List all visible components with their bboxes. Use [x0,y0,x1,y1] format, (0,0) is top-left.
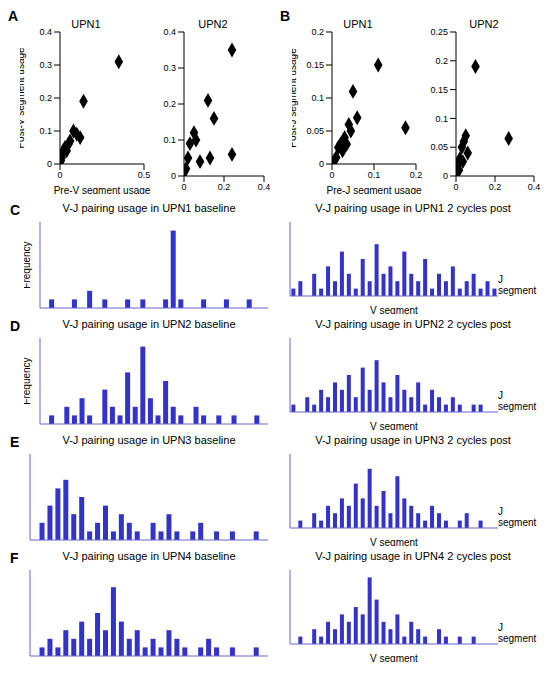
svg-text:0.3: 0.3 [39,60,52,70]
svg-text:0.2: 0.2 [489,182,502,192]
svg-text:Pre-V segment usage: Pre-V segment usage [54,185,151,194]
html-text:E: E [10,434,20,450]
svg-text:0: 0 [319,159,324,169]
html-text:UPN1: UPN1 [343,18,373,30]
svg-text:0.15: 0.15 [430,85,448,95]
svg-text:V segment: V segment [370,653,418,662]
svg-text:Frequency: Frequency [24,241,32,288]
svg-text:Pre-J segment usage: Pre-J segment usage [326,185,421,194]
html-text:V-J pairing usage in UPN4 base: V-J pairing usage in UPN4 baseline [62,550,236,562]
svg-text:0: 0 [47,159,52,169]
html-text:J segment: J segment [498,506,537,528]
svg-text:0.2: 0.2 [163,99,176,109]
svg-text:0.05: 0.05 [306,126,324,136]
svg-text:0.1: 0.1 [435,114,448,124]
svg-text:0.2: 0.2 [435,56,448,66]
html-text:J segment: J segment [498,274,537,296]
svg-text:0.4: 0.4 [39,27,52,37]
svg-text:Frequency: Frequency [24,357,32,404]
html-text:UPN2: UPN2 [198,18,228,30]
svg-text:0.2: 0.2 [39,93,52,103]
svg-text:0.15: 0.15 [306,60,324,70]
html-text:UPN1: UPN1 [71,18,101,30]
svg-text:V segment: V segment [370,537,418,546]
svg-text:0.4: 0.4 [528,182,541,192]
html-text:V-J pairing usage in UPN2 base: V-J pairing usage in UPN2 baseline [62,318,236,330]
html-text:V-J pairing usage in UPN3 base: V-J pairing usage in UPN3 baseline [62,434,236,446]
html-text:J segment: J segment [498,622,537,644]
html-text:V-J pairing usage in UPN2 2 cy: V-J pairing usage in UPN2 2 cycles post [315,318,511,330]
svg-text:Post-V segment usage: Post-V segment usage [20,47,26,149]
html-text:UPN2: UPN2 [469,18,499,30]
html-text:D: D [10,318,21,334]
svg-text:V segment: V segment [370,305,418,314]
html-text:A: A [8,8,19,24]
svg-text:0.05: 0.05 [430,142,448,152]
svg-text:0.25: 0.25 [430,27,448,37]
svg-text:0.2: 0.2 [311,27,324,37]
svg-text:0: 0 [453,182,458,192]
svg-text:0.4: 0.4 [258,182,271,192]
svg-text:0.3: 0.3 [163,63,176,73]
html-text:B: B [280,8,291,24]
svg-text:0: 0 [329,170,334,180]
svg-text:0.4: 0.4 [163,27,176,37]
svg-text:0.2: 0.2 [410,170,423,180]
svg-text:0: 0 [181,182,186,192]
svg-text:0.5: 0.5 [138,170,151,180]
svg-text:0.1: 0.1 [368,170,381,180]
svg-text:0.1: 0.1 [163,135,176,145]
svg-text:0.1: 0.1 [39,126,52,136]
html-text:C: C [10,202,21,218]
svg-text:0: 0 [57,170,62,180]
svg-text:0: 0 [443,171,448,181]
html-text:V-J pairing usage in UPN1 base: V-J pairing usage in UPN1 baseline [62,202,236,214]
svg-text:0.1: 0.1 [311,93,324,103]
html-text:V-J pairing usage in UPN1 2 cy: V-J pairing usage in UPN1 2 cycles post [315,202,511,214]
html-text:V-J pairing usage in UPN3 2 cy: V-J pairing usage in UPN3 2 cycles post [315,434,511,446]
html-text:V-J pairing usage in UPN4 2 cy: V-J pairing usage in UPN4 2 cycles post [315,550,511,562]
svg-text:V segment: V segment [370,421,418,430]
svg-text:Post-J segment usage: Post-J segment usage [292,48,298,148]
svg-text:0.2: 0.2 [218,182,231,192]
svg-text:0: 0 [171,171,176,181]
html-text:F: F [10,550,19,566]
html-text:J segment: J segment [498,390,537,412]
